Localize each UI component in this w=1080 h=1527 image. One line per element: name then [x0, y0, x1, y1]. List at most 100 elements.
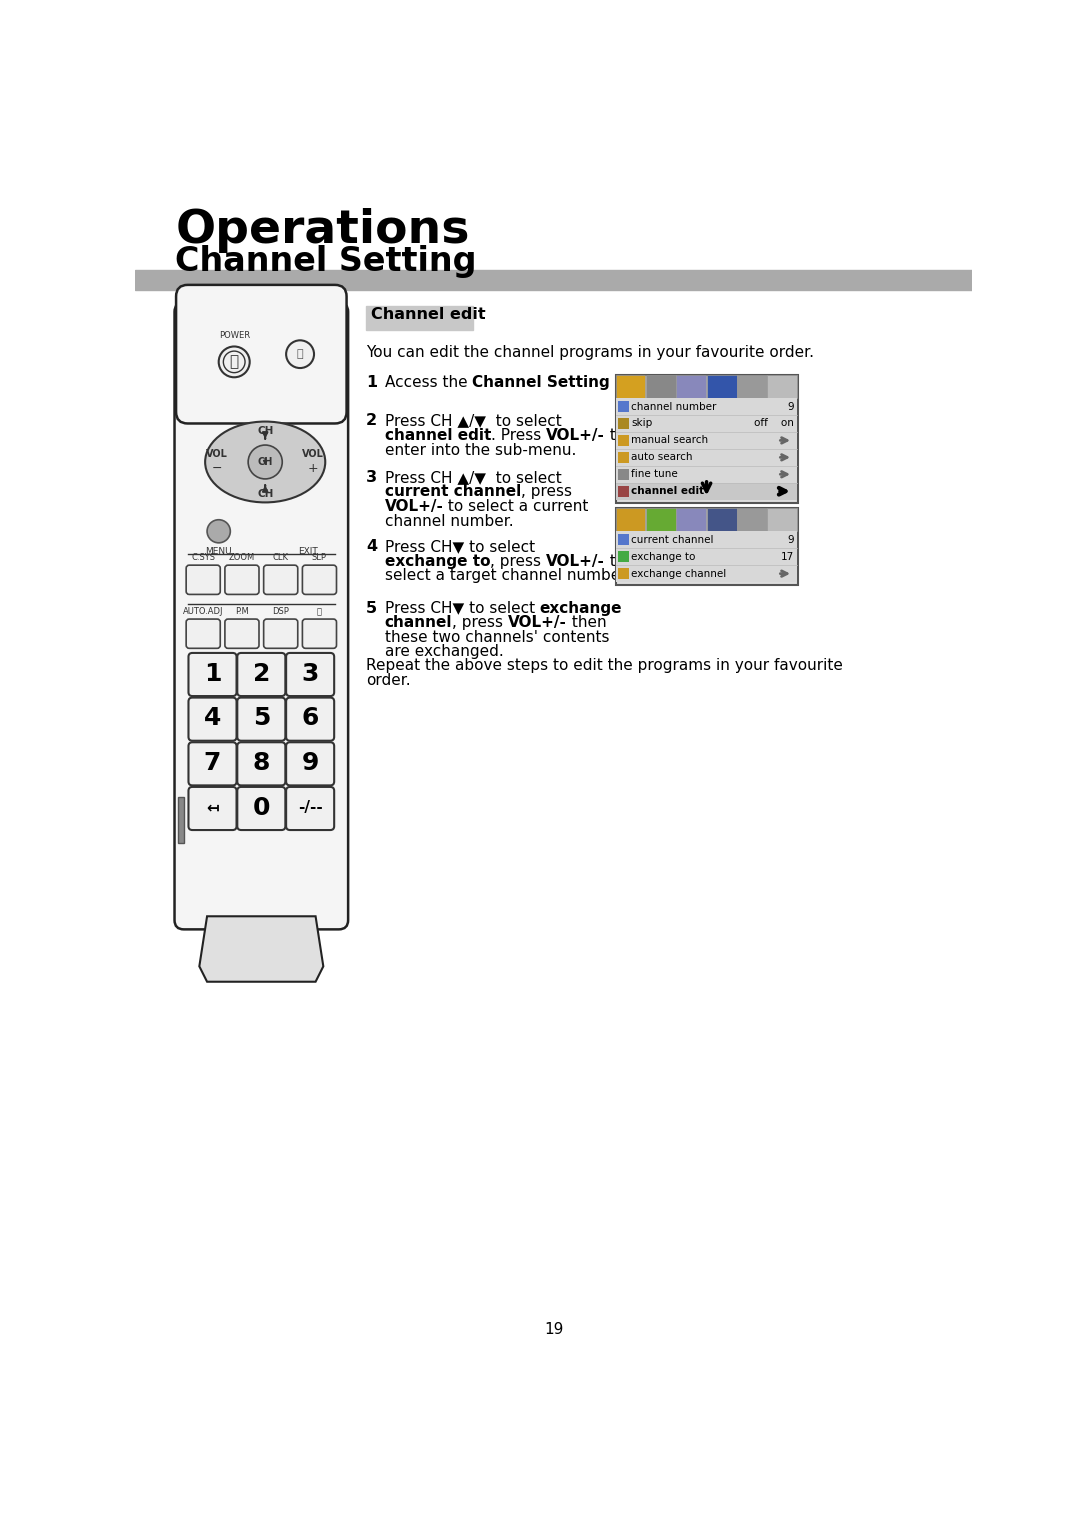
Text: off    on: off on — [754, 418, 794, 429]
Text: , press: , press — [490, 554, 545, 568]
Text: enter into the sub-menu.: enter into the sub-menu. — [384, 443, 576, 458]
FancyBboxPatch shape — [189, 654, 237, 696]
Bar — [618, 568, 629, 579]
Circle shape — [224, 351, 245, 373]
FancyBboxPatch shape — [186, 618, 220, 649]
Text: 4: 4 — [366, 539, 377, 554]
Bar — [646, 376, 676, 399]
Text: Channel Setting: Channel Setting — [175, 244, 476, 278]
Text: channel number: channel number — [631, 402, 716, 412]
Text: skip: skip — [631, 418, 652, 429]
FancyBboxPatch shape — [302, 565, 337, 594]
Text: VOL+/-: VOL+/- — [508, 615, 567, 631]
Text: 9: 9 — [787, 534, 794, 545]
Bar — [616, 376, 798, 502]
FancyBboxPatch shape — [238, 698, 285, 741]
Text: 6: 6 — [301, 707, 319, 730]
Bar — [617, 548, 797, 565]
FancyBboxPatch shape — [286, 654, 334, 696]
Text: MENU: MENU — [205, 547, 232, 556]
Bar — [767, 376, 797, 399]
FancyBboxPatch shape — [175, 302, 348, 930]
Text: Press CH▼ to select: Press CH▼ to select — [384, 539, 535, 554]
Text: VOL+/-: VOL+/- — [384, 499, 444, 515]
FancyBboxPatch shape — [286, 786, 334, 831]
FancyBboxPatch shape — [176, 286, 347, 423]
Bar — [676, 376, 706, 399]
Ellipse shape — [205, 421, 325, 502]
Text: ⭘: ⭘ — [316, 606, 322, 615]
Text: channel number.: channel number. — [384, 513, 513, 528]
Bar — [617, 483, 797, 499]
Text: AUTO.ADJ: AUTO.ADJ — [183, 606, 224, 615]
Text: ZOOM: ZOOM — [229, 553, 255, 562]
Bar — [618, 469, 629, 479]
Text: ⏻: ⏻ — [230, 354, 239, 370]
Text: Access the: Access the — [384, 376, 472, 389]
Text: 19: 19 — [544, 1322, 563, 1338]
PathPatch shape — [200, 916, 323, 982]
Bar — [618, 486, 629, 496]
Text: 5: 5 — [253, 707, 270, 730]
Text: 🔇: 🔇 — [297, 350, 303, 359]
Text: 9: 9 — [301, 751, 319, 776]
Bar — [177, 797, 184, 843]
Bar — [616, 508, 646, 531]
Text: Press CH ▲/▼  to select: Press CH ▲/▼ to select — [384, 470, 562, 484]
Bar — [618, 402, 629, 412]
Text: 0: 0 — [253, 796, 270, 820]
Text: CLK: CLK — [273, 553, 288, 562]
Text: VOL+/-: VOL+/- — [545, 554, 605, 568]
Text: VOL: VOL — [302, 449, 324, 460]
Text: , press: , press — [453, 615, 508, 631]
Text: to: to — [605, 428, 625, 443]
Circle shape — [218, 347, 249, 377]
Bar — [617, 432, 797, 449]
Text: 3: 3 — [366, 470, 377, 484]
Text: 1: 1 — [204, 661, 221, 686]
Text: Press CH▼ to select: Press CH▼ to select — [384, 600, 540, 615]
Bar — [617, 415, 797, 432]
Text: You can edit the channel programs in your favourite order.: You can edit the channel programs in you… — [366, 345, 814, 360]
Bar — [737, 376, 767, 399]
Text: -/--: -/-- — [298, 800, 323, 815]
Bar — [617, 399, 797, 415]
Text: to select a current: to select a current — [444, 499, 589, 515]
Text: 1: 1 — [366, 376, 377, 389]
Bar — [618, 418, 629, 429]
FancyBboxPatch shape — [238, 654, 285, 696]
Text: VOL: VOL — [206, 449, 228, 460]
Text: 17: 17 — [781, 551, 794, 562]
Text: 8: 8 — [253, 751, 270, 776]
Text: exchange channel: exchange channel — [631, 568, 726, 579]
FancyBboxPatch shape — [302, 618, 337, 649]
Text: 2: 2 — [253, 661, 270, 686]
FancyBboxPatch shape — [225, 618, 259, 649]
FancyBboxPatch shape — [186, 565, 220, 594]
FancyBboxPatch shape — [264, 565, 298, 594]
Text: CH: CH — [257, 457, 273, 467]
Bar — [618, 551, 629, 562]
Text: channel edit: channel edit — [384, 428, 491, 443]
Text: P.M: P.M — [235, 606, 248, 615]
FancyBboxPatch shape — [286, 742, 334, 785]
Text: ↤: ↤ — [206, 800, 219, 815]
Text: 3: 3 — [301, 661, 319, 686]
FancyBboxPatch shape — [189, 698, 237, 741]
Text: menu.: menu. — [610, 376, 663, 389]
Text: auto search: auto search — [631, 452, 692, 463]
Bar — [706, 508, 737, 531]
Circle shape — [248, 444, 282, 479]
Text: Press CH ▲/▼  to select: Press CH ▲/▼ to select — [384, 414, 562, 429]
FancyBboxPatch shape — [238, 742, 285, 785]
Bar — [618, 452, 629, 463]
Text: select a target channel number.: select a target channel number. — [384, 568, 630, 583]
Text: Channel edit: Channel edit — [372, 307, 486, 322]
Text: C.SYS: C.SYS — [191, 553, 215, 562]
Text: 9: 9 — [787, 402, 794, 412]
FancyBboxPatch shape — [286, 698, 334, 741]
Text: −: − — [212, 461, 222, 475]
Text: POWER: POWER — [218, 331, 249, 341]
Bar — [366, 307, 473, 330]
Text: these two channels' contents: these two channels' contents — [384, 629, 609, 644]
